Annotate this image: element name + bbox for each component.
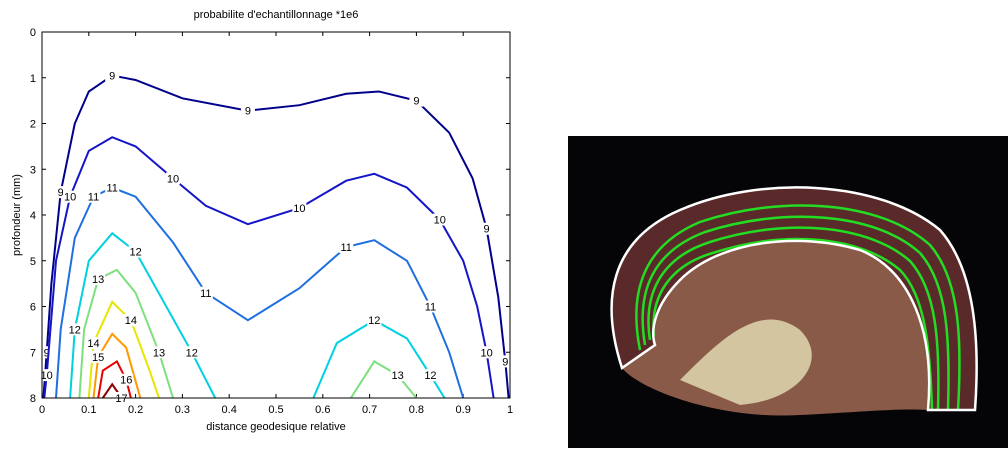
plot-area: 0 0.1 0.2 0.3 0.4 0.5 0.6 0.7 0.8 0.9 101234567899… xyxy=(30,27,513,416)
contour-label-bg xyxy=(292,202,307,215)
y-tick-label: 2 xyxy=(30,119,36,131)
contour-label-bg xyxy=(240,104,255,117)
contour-label: 9 xyxy=(58,187,64,199)
contour-label: 9 xyxy=(109,70,115,82)
contour-label-bg xyxy=(423,369,438,382)
x-axis-label: distance geodesique relative xyxy=(206,421,345,433)
contour-line xyxy=(42,74,510,399)
contour-label-bg xyxy=(105,69,120,82)
contour-label-bg xyxy=(63,190,78,203)
contour-label: 9 xyxy=(413,96,419,108)
y-tick-label: 6 xyxy=(30,302,36,314)
contour-label-bg xyxy=(498,355,513,368)
contour-label-bg xyxy=(128,245,143,258)
contour-label: 10 xyxy=(434,215,446,227)
x-tick-label: 0.2 xyxy=(128,404,143,416)
contour-label-bg xyxy=(91,273,106,286)
contour-label-bg xyxy=(479,346,494,359)
tomato-wall xyxy=(611,187,977,410)
y-axis-label: profondeur (mm) xyxy=(11,174,23,256)
chart-title: probabilite d'echantillonnage *1e6 xyxy=(194,9,359,21)
green-arcs xyxy=(635,204,961,411)
contour-label-bg xyxy=(152,346,166,359)
contour-label: 10 xyxy=(293,203,305,215)
x-tick-label: 0.8 xyxy=(409,404,424,416)
contour-label: 14 xyxy=(125,315,137,327)
contour-label: 15 xyxy=(92,352,104,364)
contour-label: 12 xyxy=(186,347,198,359)
contour-label: 12 xyxy=(368,315,380,327)
contour-label: 12 xyxy=(129,247,141,259)
contour-label: 10 xyxy=(41,370,53,382)
contour-line xyxy=(97,359,132,399)
x-tick-label: 0.6 xyxy=(315,404,330,416)
contour-label-bg xyxy=(339,241,354,254)
contour-label-bg xyxy=(123,314,138,327)
contour-label-bg xyxy=(67,323,82,336)
contour-label-bg xyxy=(39,369,54,382)
region-outline xyxy=(610,186,978,412)
contour-label-bg xyxy=(198,286,213,299)
contour-label: 9 xyxy=(484,224,490,236)
contour-label: 12 xyxy=(424,370,436,382)
contour-label-bg xyxy=(409,94,424,107)
contour-label: 9 xyxy=(44,347,50,359)
y-tick-label: 1 xyxy=(30,73,36,85)
contour-label: 11 xyxy=(88,192,99,204)
contour-label: 11 xyxy=(340,242,351,254)
contour-label: 13 xyxy=(392,370,404,382)
x-tick-label: 0.5 xyxy=(268,404,283,416)
photo xyxy=(568,136,1008,448)
contour-label: 14 xyxy=(87,338,99,350)
plot-frame xyxy=(41,31,511,399)
tomato-pulp xyxy=(680,319,812,405)
y-tick-label: 5 xyxy=(30,256,36,268)
contour-label-bg xyxy=(479,222,494,235)
y-tick-label: 8 xyxy=(30,393,36,405)
contour-label: 17 xyxy=(115,393,127,405)
x-tick-label: 1 xyxy=(507,404,513,416)
contour-label-bg xyxy=(91,350,106,363)
contour-line xyxy=(55,186,465,399)
contour-label-bg xyxy=(86,337,101,350)
contour-label: 16 xyxy=(120,375,132,387)
contour-label-bg xyxy=(367,314,382,327)
contour-label: 11 xyxy=(200,288,211,300)
contour-label-bg xyxy=(39,346,54,359)
y-tick-label: 3 xyxy=(30,164,36,176)
y-tick-label: 0 xyxy=(30,27,36,39)
contour-label-bg xyxy=(423,300,438,313)
contour-line xyxy=(43,136,495,399)
x-tick-label: 0.7 xyxy=(362,404,377,416)
contour-label-bg xyxy=(390,369,405,382)
contour-label-bg xyxy=(184,346,199,359)
contour-label-bg xyxy=(105,181,120,194)
x-tick-label: 0.3 xyxy=(175,404,190,416)
contour-label: 13 xyxy=(153,347,165,359)
contour-label: 10 xyxy=(480,347,492,359)
contour-label: 11 xyxy=(425,302,436,314)
contour-label: 10 xyxy=(64,192,76,204)
contour-label-bg xyxy=(166,172,181,185)
x-tick-label: 0 xyxy=(39,404,45,416)
y-tick-label: 4 xyxy=(30,210,36,222)
contour-label-bg xyxy=(432,213,447,226)
contour-label-bg xyxy=(119,373,134,386)
x-tick-label: 0.9 xyxy=(456,404,471,416)
contour-line xyxy=(92,332,142,399)
y-tick-label: 7 xyxy=(30,347,36,359)
contour-label-bg xyxy=(86,190,101,203)
contour-label: 11 xyxy=(106,183,117,195)
contour-label: 12 xyxy=(69,324,81,336)
contour-label: 9 xyxy=(245,106,251,118)
x-tick-label: 0.4 xyxy=(222,404,237,416)
contour-label: 10 xyxy=(167,173,179,185)
x-tick-label: 0.1 xyxy=(81,404,96,416)
contour-label: 13 xyxy=(92,274,104,286)
contour-label: 9 xyxy=(502,356,508,368)
